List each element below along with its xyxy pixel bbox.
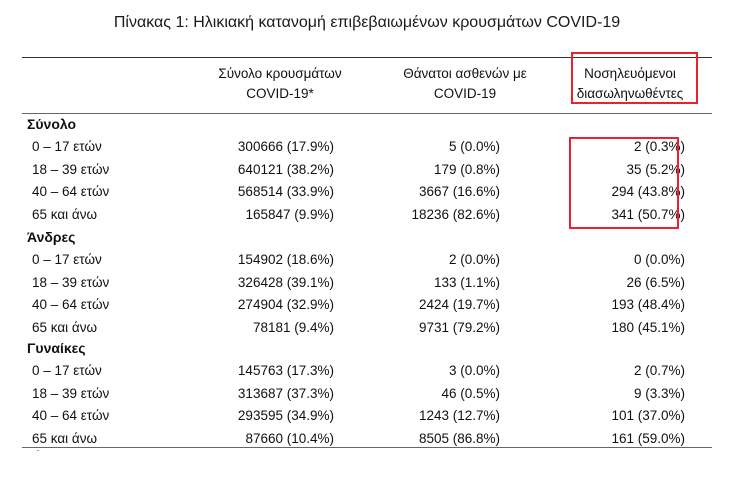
table-row: 18 – 39 ετών 326428 (39.1%) 133 (1.1%) 26 (… [0,273,734,293]
table-row: 65 και άνω 78181 (9.4%) 9731 (79.2%) 180 (4… [0,318,734,338]
group-title: Άνδρες [27,229,76,245]
age-group-cell: 65 και άνω [32,319,98,335]
age-group-cell: 40 – 64 ετών [32,184,110,199]
total-cases-cell: 165847 (9.9%) [245,206,334,222]
column-header-deaths-line1: Θάνατοι ασθενών με [403,66,527,81]
total-cases-cell: 640121 (38.2%) [237,161,334,177]
age-group-cell: 18 – 39 ετών [32,385,110,401]
table-row: 0 – 17 ετών 145763 (17.3%) 3 (0.0%) 2 (0.7%… [0,361,734,381]
table-top-rule [22,57,712,58]
age-group-cell: 0 – 17 ετών [32,363,102,378]
age-group-cell: 0 – 17 ετών [32,252,102,267]
table-row: 65 και άνω 87660 (10.4%) 8505 (86.8%) 161 (… [0,429,734,449]
footnote-mark [37,450,39,451]
table-row: 18 – 39 ετών 640121 (38.2%) 179 (0.8%) 35 (… [0,160,734,180]
deaths-cell: 18236 (82.6%) [411,206,500,222]
highlight-box-header [571,52,698,104]
highlight-box-values [569,137,679,229]
intubated-cell: 341 (50.7%) [611,206,685,222]
intubated-cell: 101 (37.0%) [611,408,685,423]
age-group-cell: 0 – 17 ετών [32,139,102,154]
total-cases-cell: 326428 (39.1%) [237,274,334,290]
deaths-cell: 179 (0.8%) [433,161,500,177]
deaths-cell: 3667 (16.6%) [418,184,500,199]
deaths-cell: 8505 (86.8%) [418,430,500,446]
age-group-cell: 40 – 64 ετών [32,297,110,312]
deaths-cell: 3 (0.0%) [448,363,500,378]
deaths-cell: 5 (0.0%) [448,139,500,154]
table-row: 40 – 64 ετών 293595 (34.9%) 1243 (12.7%) 10… [0,406,734,426]
age-group-cell: 65 και άνω [32,206,98,222]
total-cases-cell: 87660 (10.4%) [245,430,334,446]
column-header-intubated: Νοσηλευόμενοι διασωληνωθέντες [560,64,700,104]
table-bottom-rule [22,447,712,448]
table-row: 0 – 17 ετών 300666 (17.9%) 5 (0.0%) 2 (0.3%… [0,137,734,157]
column-header-total-cases: Σύνολο κρουσμάτων COVID-19* [205,64,355,104]
intubated-cell: 2 (0.3%) [633,139,685,154]
column-header-total-line2: COVID-19* [246,86,314,101]
age-group-cell: 65 και άνω [32,430,98,446]
table-header-rule [22,113,712,114]
intubated-cell: 9 (3.3%) [633,385,685,401]
deaths-cell: 2424 (19.7%) [418,297,500,312]
column-header-intubated-line1: Νοσηλευόμενοι [584,66,676,81]
table-row: 18 – 39 ετών 313687 (37.3%) 46 (0.5%) 9 (3.… [0,384,734,404]
deaths-cell: 133 (1.1%) [433,274,500,290]
intubated-cell: 161 (59.0%) [611,430,685,446]
total-cases-cell: 78181 (9.4%) [252,319,334,335]
total-cases-cell: 313687 (37.3%) [237,385,334,401]
column-header-deaths-line2: COVID-19 [433,86,497,101]
table-row: 0 – 17 ετών 154902 (18.6%) 2 (0.0%) 0 (0.0%… [0,250,734,270]
deaths-cell: 2 (0.0%) [448,252,500,267]
table-row: 40 – 64 ετών 274904 (32.9%) 2424 (19.7%) 19… [0,295,734,315]
column-header-total-line1: Σύνολο κρουσμάτων [218,66,342,81]
total-cases-cell: 568514 (33.9%) [237,184,334,199]
group-title: Σύνολο [27,116,77,132]
intubated-cell: 26 (6.5%) [626,274,685,290]
intubated-cell: 2 (0.7%) [633,363,685,378]
age-group-cell: 40 – 64 ετών [32,408,110,423]
total-cases-cell: 293595 (34.9%) [237,408,334,423]
age-group-cell: 18 – 39 ετών [32,274,110,290]
age-group-cell: 18 – 39 ετών [32,161,110,177]
column-header-intubated-line2: διασωληνωθέντες [576,86,684,101]
table-caption: Πίνακας 1: Ηλικιακή κατανομή επιβεβαιωμέ… [113,14,621,31]
total-cases-cell: 145763 (17.3%) [237,363,334,378]
intubated-cell: 294 (43.8%) [611,184,685,199]
deaths-cell: 9731 (79.2%) [418,319,500,335]
column-header-deaths: Θάνατοι ασθενών με COVID-19 [375,64,555,104]
intubated-cell: 0 (0.0%) [633,252,685,267]
intubated-cell: 35 (5.2%) [626,161,685,177]
total-cases-cell: 300666 (17.9%) [237,139,334,154]
total-cases-cell: 274904 (32.9%) [237,297,334,312]
total-cases-cell: 154902 (18.6%) [237,252,334,267]
intubated-cell: 193 (48.4%) [611,297,685,312]
group-title: Γυναίκες [27,340,86,356]
deaths-cell: 46 (0.5%) [441,385,500,401]
intubated-cell: 180 (45.1%) [611,319,685,335]
table-row: 40 – 64 ετών 568514 (33.9%) 3667 (16.6%) 29… [0,182,734,202]
deaths-cell: 1243 (12.7%) [418,408,500,423]
table-row: 65 και άνω 165847 (9.9%) 18236 (82.6%) 341 … [0,205,734,225]
